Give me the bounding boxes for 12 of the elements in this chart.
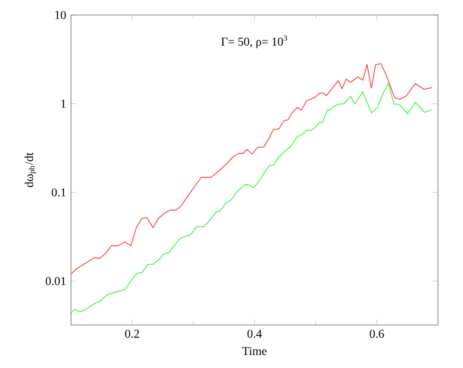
x-tick-label: 0.6 — [370, 330, 384, 338]
line-series — [71, 63, 432, 274]
line-series — [71, 83, 432, 314]
y-tick-label: 0.1 — [52, 188, 66, 196]
y-tick-label: 10 — [55, 10, 66, 20]
y-tick-label: 0.01 — [46, 277, 66, 286]
x-axis-title: Time — [242, 347, 267, 356]
y-tick-label: 1 — [61, 100, 66, 108]
y-axis-title: dω$_{ph}$/dt — [24, 152, 36, 188]
x-tick-label: 0.4 — [247, 330, 262, 338]
x-tick-label: 0.2 — [125, 330, 139, 338]
annotation: Γ= 50, ρ= 10$^{3}$ — [221, 35, 288, 48]
